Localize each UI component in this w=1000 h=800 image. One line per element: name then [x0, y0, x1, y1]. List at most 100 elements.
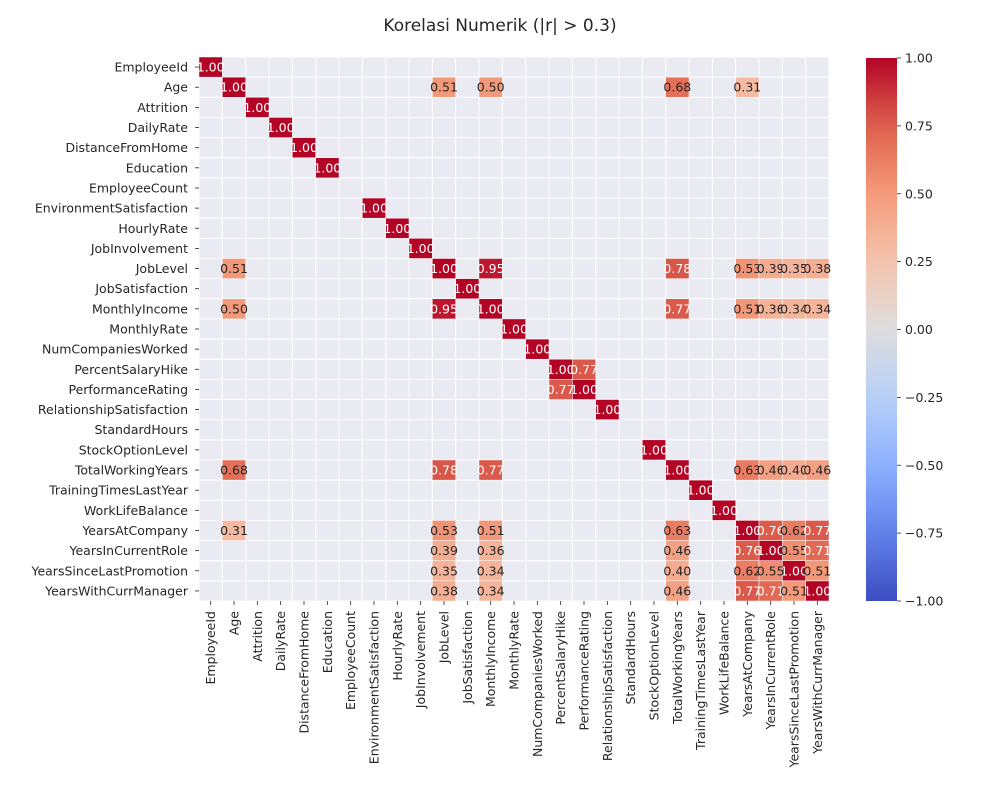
y-tick-label: YearsWithCurrManager: [44, 583, 189, 598]
x-tick-label: RelationshipSatisfaction: [600, 611, 615, 761]
cell-value-label: 1.00: [640, 442, 668, 457]
cell-value-label: 0.77: [570, 362, 598, 377]
heatmap-cell: [222, 298, 246, 320]
cell-value-label: 0.68: [663, 80, 691, 95]
y-tick-label: TrainingTimesLastYear: [48, 483, 189, 498]
cell-value-label: 1.00: [687, 483, 715, 498]
cell-value-label: 0.31: [733, 80, 761, 95]
heatmap-cell: [222, 459, 246, 481]
cell-value-label: 0.36: [477, 543, 505, 558]
cell-value-label: 1.00: [243, 100, 271, 115]
heatmap-cell: [805, 298, 830, 320]
cell-value-label: 0.76: [757, 523, 785, 538]
cell-value-label: 1.00: [803, 583, 831, 598]
y-tick-label: PerformanceRating: [68, 382, 188, 397]
heatmap-cell: [665, 459, 690, 481]
y-tick-label: Age: [164, 80, 188, 95]
cell-value-label: 0.35: [430, 563, 458, 578]
y-tick-label: EmployeeCount: [89, 180, 188, 195]
cell-value-label: 1.00: [407, 241, 435, 256]
x-tick-label: WorkLifeBalance: [717, 611, 732, 715]
x-tick-label: YearsWithCurrManager: [810, 610, 825, 755]
y-tick-label: YearsAtCompany: [81, 523, 188, 538]
heatmap-cell: [595, 399, 620, 420]
cell-value-label: 0.36: [757, 301, 785, 316]
y-tick-label: JobInvolvement: [90, 241, 188, 256]
cell-value-label: 0.77: [733, 583, 761, 598]
cell-value-label: 0.50: [477, 80, 505, 95]
y-tick-label: YearsInCurrentRole: [69, 543, 189, 558]
heatmap-cell: [712, 500, 736, 521]
colorbar-tick-label: −0.25: [905, 390, 943, 405]
cell-value-label: 0.38: [803, 261, 831, 276]
colorbar-tick-label: 0.50: [905, 186, 933, 201]
cell-value-label: 0.71: [757, 583, 785, 598]
heatmap-cell: [432, 298, 456, 320]
x-tick-label: Attrition: [250, 611, 265, 662]
cell-value-label: 0.62: [733, 563, 761, 578]
cell-value-label: 0.40: [780, 463, 808, 478]
cell-value-label: 1.00: [733, 523, 761, 538]
colorbar-tick-label: 0.75: [905, 118, 933, 133]
heatmap-cell: [455, 278, 480, 300]
cell-value-label: 1.00: [360, 201, 388, 216]
y-tick-label: StandardHours: [95, 422, 189, 437]
heatmap-cell: [805, 560, 830, 582]
colorbar-tick-label: 0.25: [905, 254, 933, 269]
cell-value-label: 0.38: [430, 583, 458, 598]
x-tick-label: StockOptionLevel: [647, 611, 662, 720]
cell-value-label: 0.35: [780, 261, 808, 276]
y-tick-label: Attrition: [137, 100, 188, 115]
cell-value-label: 0.62: [780, 523, 808, 538]
x-tick-label: YearsInCurrentRole: [763, 611, 778, 731]
heatmap-cell: [222, 76, 246, 98]
heatmap-cell: [805, 459, 830, 481]
heatmap-cell: [268, 117, 293, 138]
cell-value-label: 0.55: [757, 563, 785, 578]
x-tick-label: NumCompaniesWorked: [530, 611, 545, 757]
x-tick-label: JobInvolvement: [413, 611, 428, 709]
x-tick-label: TotalWorkingYears: [670, 611, 685, 725]
heatmap-cell: [735, 76, 760, 98]
y-tick-label: NumCompaniesWorked: [42, 342, 188, 357]
cell-value-label: 0.39: [757, 261, 785, 276]
x-tick-label: HourlyRate: [390, 611, 405, 681]
cell-value-label: 0.50: [220, 301, 248, 316]
x-tick-label: MonthlyIncome: [483, 611, 498, 707]
heatmap-cell: [432, 459, 456, 481]
cell-value-label: 0.46: [663, 583, 691, 598]
cell-value-label: 0.95: [477, 261, 505, 276]
x-tick-label: PercentSalaryHike: [553, 611, 568, 725]
heatmap-cell: [315, 157, 340, 179]
heatmap-cell: [222, 520, 246, 541]
x-tick-label: EmployeeCount: [343, 611, 358, 710]
heatmap-cell: [432, 76, 456, 98]
heatmap-cell: [245, 97, 270, 118]
cell-value-label: 0.53: [430, 523, 458, 538]
cell-value-label: 0.40: [663, 563, 691, 578]
heatmap-cell: [408, 238, 433, 259]
x-tick-label: Education: [320, 611, 335, 673]
cell-value-label: 0.63: [663, 523, 691, 538]
heatmap-cell: [805, 258, 830, 279]
cell-value-label: 0.39: [430, 543, 458, 558]
heatmap-cell: [665, 76, 690, 98]
x-tick-label: YearsAtCompany: [740, 610, 755, 717]
cell-value-label: 1.00: [593, 402, 621, 417]
x-tick-label: MonthlyRate: [507, 611, 522, 690]
y-tick-label: MonthlyRate: [109, 322, 188, 337]
heatmap-cell: [665, 298, 690, 320]
x-tick-label: DailyRate: [273, 611, 288, 672]
cell-value-label: 0.78: [663, 261, 691, 276]
cell-value-label: 1.00: [430, 261, 458, 276]
y-tick-label: EmployeeId: [114, 60, 188, 75]
x-tick-label: StandardHours: [623, 611, 638, 705]
cell-value-label: 0.46: [757, 463, 785, 478]
x-tick-label: TrainingTimesLastYear: [693, 610, 708, 751]
heatmap-cell: [222, 258, 246, 279]
cell-value-label: 1.00: [500, 322, 528, 337]
cell-value-label: 1.00: [383, 221, 411, 236]
cell-value-label: 1.00: [290, 140, 318, 155]
x-tick-label: JobSatisfaction: [460, 611, 475, 705]
y-tick-label: RelationshipSatisfaction: [38, 402, 188, 417]
